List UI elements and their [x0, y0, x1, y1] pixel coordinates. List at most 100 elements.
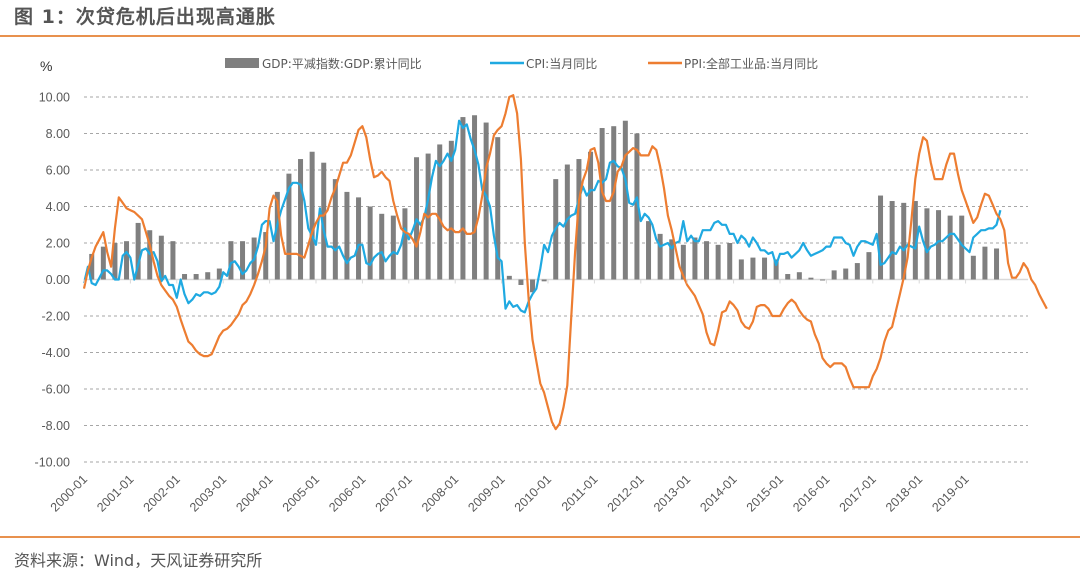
- gdp-bar: [727, 243, 733, 280]
- gdp-bar: [831, 270, 837, 280]
- gdp-bar: [924, 208, 930, 280]
- gdp-bar: [541, 279, 547, 282]
- x-tick-label: 2003-01: [187, 472, 229, 514]
- gdp-bar: [564, 164, 570, 280]
- gdp-bar: [344, 191, 350, 280]
- x-tick-label: 2001-01: [94, 472, 136, 514]
- x-tick-label: 2019-01: [929, 472, 971, 514]
- cpi-line: [82, 119, 1002, 314]
- top-divider: [0, 35, 1080, 37]
- gdp-bar: [170, 241, 176, 280]
- gdp-bar: [785, 274, 791, 280]
- gdp-bar: [309, 151, 315, 280]
- gdp-bar: [379, 213, 385, 280]
- ppi-line: [82, 94, 1048, 431]
- legend: GDP:平减指数:GDP:累计同比 CPI:当月同比 PPI:全部工业品:当月同…: [225, 56, 818, 71]
- gdp-bar: [634, 133, 640, 280]
- gdp-bar: [495, 137, 501, 280]
- gdp-bar: [796, 272, 802, 280]
- gdp-bar: [738, 259, 744, 280]
- gdp-bar: [356, 197, 362, 280]
- gdp-bar: [599, 128, 605, 280]
- chart-title: 图 1：次贷危机后出现高通胀: [14, 6, 276, 28]
- gdp-bar: [692, 237, 698, 280]
- gdp-bar: [193, 274, 199, 280]
- legend-label-gdp: GDP:平减指数:GDP:累计同比: [262, 56, 422, 71]
- gdp-bar: [89, 253, 95, 280]
- gdp-bar: [460, 117, 466, 280]
- gdp-bars: [89, 115, 1000, 293]
- x-tick-label: 2010-01: [512, 472, 554, 514]
- x-tick-label: 2007-01: [373, 472, 415, 514]
- x-tick-label: 2002-01: [141, 472, 183, 514]
- y-tick-label: -6.00: [42, 383, 71, 397]
- source-note: 资料来源：Wind，天风证券研究所: [14, 551, 263, 570]
- y-tick-label: 2.00: [46, 237, 70, 251]
- x-tick-label: 2009-01: [465, 472, 507, 514]
- legend-label-cpi: CPI:当月同比: [526, 57, 597, 71]
- gdp-bar: [854, 263, 860, 280]
- y-tick-label: -10.00: [35, 456, 70, 470]
- gdp-bar: [530, 279, 536, 293]
- gdp-bar: [448, 140, 454, 280]
- gdp-bar: [205, 272, 211, 280]
- gdp-bar: [611, 126, 617, 280]
- gdp-bar: [506, 275, 512, 280]
- gdp-bar: [901, 202, 907, 280]
- gdp-bar: [646, 221, 652, 280]
- x-tick-label: 2015-01: [744, 472, 786, 514]
- gdp-bar: [367, 206, 373, 280]
- x-tick-label: 2004-01: [233, 472, 275, 514]
- y-axis-ticks: 10.00 8.00 6.00 4.00 2.00 0.00 -2.00 -4.00 -6.00…: [35, 91, 71, 470]
- gdp-bar: [657, 233, 663, 280]
- lines: [82, 94, 1048, 431]
- y-axis-unit-label: %: [40, 58, 52, 74]
- gdp-bar: [472, 115, 478, 280]
- gdp-bar: [715, 244, 721, 280]
- gdp-bar: [843, 268, 849, 280]
- y-tick-label: 4.00: [46, 200, 70, 214]
- x-tick-label: 2018-01: [883, 472, 925, 514]
- legend-label-ppi: PPI:全部工业品:当月同比: [684, 56, 818, 71]
- x-tick-label: 2005-01: [280, 472, 322, 514]
- gdp-bar: [286, 173, 292, 280]
- gdp-bar: [298, 159, 304, 280]
- gdp-bar: [158, 235, 164, 280]
- gdp-bar: [274, 191, 280, 280]
- gdp-bar: [704, 241, 710, 280]
- gdp-bar: [680, 244, 686, 280]
- gdp-bar: [124, 241, 130, 280]
- y-tick-label: -4.00: [42, 346, 71, 360]
- x-tick-label: 2008-01: [419, 472, 461, 514]
- gdp-bar: [588, 151, 594, 280]
- y-tick-label: 8.00: [46, 127, 70, 141]
- gdp-bar: [240, 241, 246, 280]
- gdp-bar: [970, 255, 976, 280]
- x-tick-label: 2011-01: [559, 472, 601, 514]
- x-tick-label: 2000-01: [48, 472, 90, 514]
- y-tick-label: -2.00: [42, 310, 71, 324]
- x-tick-label: 2012-01: [605, 472, 647, 514]
- x-tick-label: 2014-01: [697, 472, 739, 514]
- gdp-bar: [750, 257, 756, 280]
- gdp-bar: [402, 208, 408, 280]
- y-tick-label: 0.00: [46, 273, 70, 287]
- y-tick-label: -8.00: [42, 419, 71, 433]
- gdp-bar: [483, 122, 489, 280]
- gdp-bar: [808, 277, 814, 280]
- gdp-bar: [669, 239, 675, 280]
- gdp-bar: [889, 201, 895, 280]
- gdp-bar: [263, 232, 269, 280]
- x-tick-label: 2017-01: [837, 472, 879, 514]
- gdp-bar: [518, 279, 524, 285]
- gdp-bar: [947, 215, 953, 280]
- x-axis-ticks: 2000-01 2001-01 2002-01 2003-01 2004-01 2005-…: [48, 279, 972, 515]
- gdp-bar: [622, 120, 628, 280]
- gdp-bar: [100, 246, 106, 280]
- gdp-bar: [994, 248, 1000, 280]
- gdp-bar: [437, 144, 443, 280]
- bottom-divider: [0, 536, 1080, 538]
- gdp-bar: [878, 195, 884, 280]
- x-tick-label: 2016-01: [790, 472, 832, 514]
